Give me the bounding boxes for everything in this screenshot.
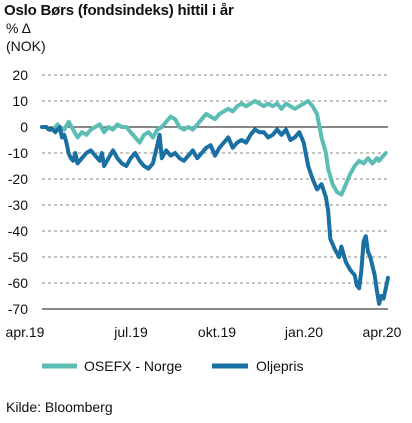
unit-label-delta: % Δ	[6, 20, 31, 36]
legend-label: OSEFX - Norge	[84, 358, 182, 374]
source-note: Kilde: Bloomberg	[6, 399, 113, 415]
x-tick-label: jan.20	[284, 324, 323, 340]
x-tick-label: apr.19	[6, 324, 45, 340]
x-tick-label: okt.19	[198, 324, 236, 340]
y-tick-label: 10	[12, 93, 28, 109]
x-tick-label: jul.19	[113, 324, 148, 340]
y-tick-label: -10	[8, 145, 28, 161]
y-tick-label: -30	[8, 197, 28, 213]
series-line-oljepris	[40, 125, 390, 306]
unit-label-currency: (NOK)	[6, 38, 46, 54]
legend-label: Oljepris	[256, 358, 303, 374]
y-tick-label: -70	[8, 301, 28, 317]
y-tick-label: 0	[20, 119, 28, 135]
series-line-osefx	[40, 99, 388, 197]
y-tick-label: -50	[8, 249, 28, 265]
chart-title: Oslo Børs (fondsindeks) hittil i år	[4, 2, 234, 19]
y-tick-label: 20	[12, 67, 28, 83]
y-tick-label: -20	[8, 171, 28, 187]
x-tick-label: apr.20	[363, 324, 402, 340]
y-tick-label: -40	[8, 223, 28, 239]
y-tick-label: -60	[8, 275, 28, 291]
